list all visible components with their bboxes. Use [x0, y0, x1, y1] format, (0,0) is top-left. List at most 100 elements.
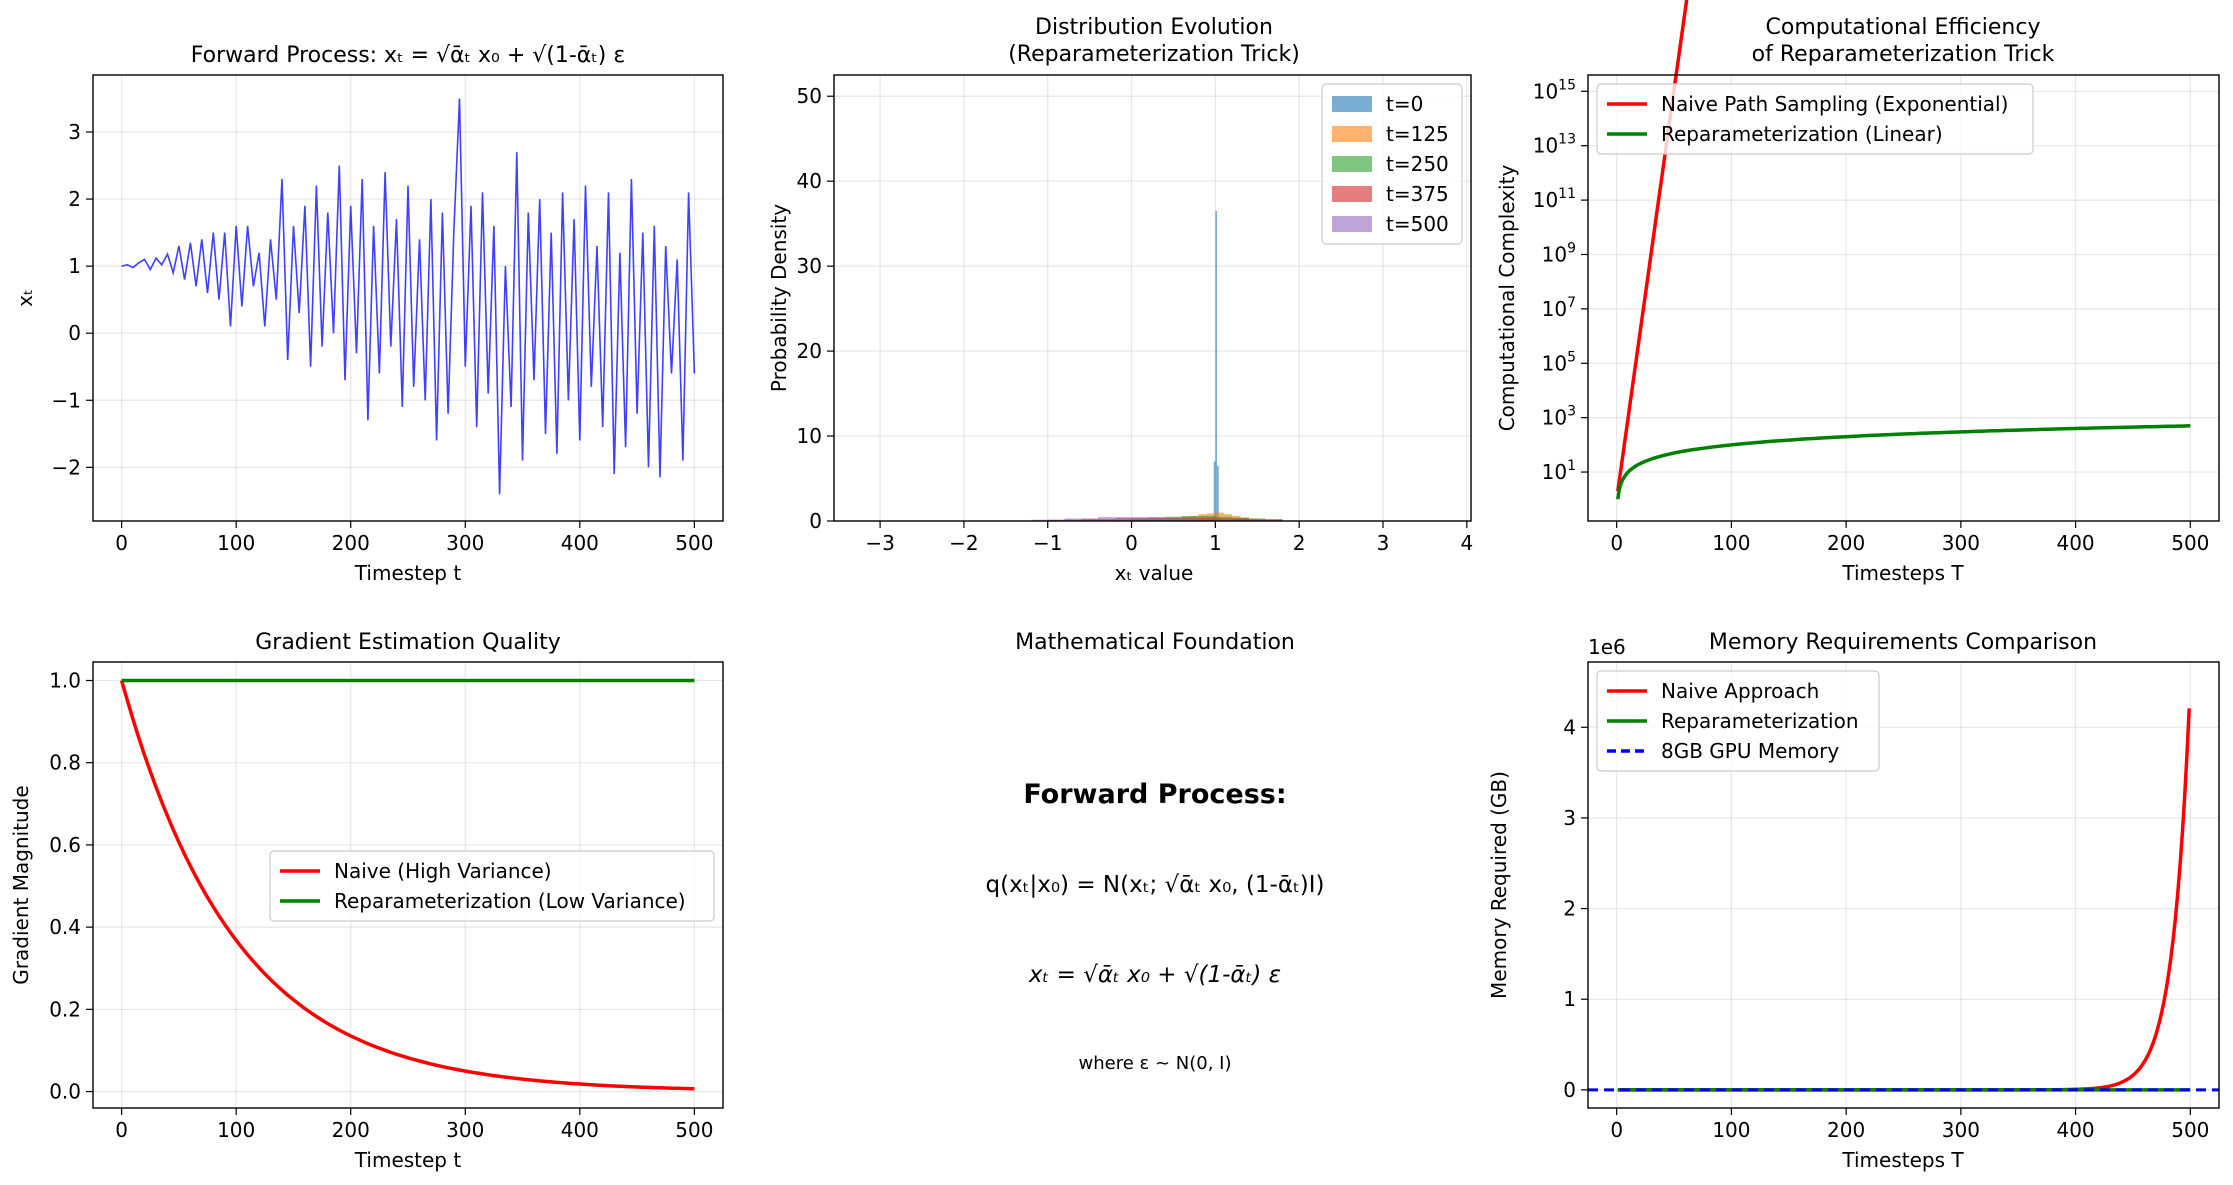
- histogram-bar: [1198, 519, 1233, 521]
- x-tick-label: 400: [2056, 531, 2094, 555]
- panel-title: Mathematical Foundation: [1015, 630, 1295, 655]
- x-tick-label: 200: [1827, 1118, 1865, 1142]
- x-tick-label: 0: [115, 531, 128, 555]
- chart-title: Distribution Evolution (Reparameterizatio…: [1008, 15, 1300, 67]
- y-tick-label: −1: [52, 388, 81, 412]
- legend-box: [1321, 83, 1463, 245]
- x-tick-label: 200: [332, 531, 370, 555]
- x-tick-label: 100: [217, 531, 255, 555]
- y-tick-label: 0: [1563, 1078, 1576, 1102]
- legend-label: t=250: [1386, 152, 1449, 176]
- legend-label: Naive (High Variance): [334, 859, 552, 883]
- data-marks: [1588, 708, 2219, 1092]
- x-tick-label: 500: [2171, 531, 2209, 555]
- y-tick-label: 1: [1563, 987, 1576, 1011]
- x-tick-label: 0: [115, 1118, 128, 1142]
- y-tick-label: 0.0: [49, 1080, 81, 1104]
- x-axis-label: Timestep t: [354, 561, 462, 585]
- x-tick-label: 400: [561, 531, 599, 555]
- legend-swatch: [1332, 156, 1372, 172]
- x-tick-label: 300: [446, 1118, 484, 1142]
- memory-requirements-chart: Memory Requirements Comparison 1e6 0 100 2…: [1487, 630, 2220, 1172]
- x-tick-label: 500: [2171, 1118, 2209, 1142]
- xt-series-line: [121, 98, 696, 495]
- x-tick-label: 500: [675, 531, 713, 555]
- y-tick-label: 0.2: [49, 997, 81, 1021]
- legend-label: Naive Approach: [1661, 679, 1819, 703]
- legend-swatch: [1332, 96, 1372, 112]
- legend: Naive (High Variance) Reparameterization …: [269, 850, 715, 922]
- legend-label: Naive Path Sampling (Exponential): [1661, 92, 2008, 116]
- plot-frame: [92, 661, 724, 1109]
- x-tick-label: 100: [1712, 531, 1750, 555]
- legend-label: Reparameterization: [1661, 709, 1859, 733]
- y-tick-label: 30: [797, 254, 822, 278]
- axis-ticks: 0 100 200 300 400 500 −2 −1 0 1 2 3: [52, 120, 714, 555]
- y-axis-label: Memory Required (GB): [1487, 771, 1511, 999]
- legend-label: Reparameterization (Low Variance): [334, 889, 686, 913]
- histogram-bar: [1064, 518, 1099, 521]
- chart-title: Memory Requirements Comparison: [1709, 630, 2097, 655]
- offset-label: 1e6: [1588, 635, 1626, 659]
- y-tick-label: 107: [1542, 295, 1576, 321]
- plot-frame: [1587, 661, 2220, 1109]
- y-tick-label: 0.8: [49, 751, 81, 775]
- histogram-bar: [1098, 517, 1132, 521]
- y-tick-exponent: 3: [1567, 404, 1576, 420]
- x-tick-label: 4: [1460, 531, 1473, 555]
- data-marks: [1616, 0, 2191, 500]
- y-axis-label: Gradient Magnitude: [9, 785, 33, 984]
- legend-box: [1596, 83, 2034, 155]
- legend-box: [269, 850, 715, 922]
- y-tick-label: 0.4: [49, 915, 81, 939]
- histogram-bar: [1213, 461, 1216, 521]
- legend-label: t=500: [1386, 212, 1449, 236]
- legend: t=0 t=125 t=250 t=375 t=500: [1321, 83, 1463, 245]
- x-tick-label: 200: [1827, 531, 1865, 555]
- y-tick-exponent: 5: [1567, 349, 1576, 365]
- chart-title: Gradient Estimation Quality: [255, 630, 561, 655]
- y-axis-label: xₜ: [13, 289, 37, 307]
- y-tick-label: 2: [68, 187, 81, 211]
- chart-title-line: (Reparameterization Trick): [1008, 42, 1300, 67]
- y-tick-label: 0: [68, 321, 81, 345]
- legend-box: [1596, 670, 1880, 772]
- x-tick-label: 400: [561, 1118, 599, 1142]
- histogram-bar: [1215, 210, 1218, 521]
- data-marks: [119, 678, 695, 1091]
- y-tick-label: 1011: [1533, 186, 1576, 212]
- y-tick-exponent: 7: [1567, 295, 1576, 311]
- chart-title-line: of Reparameterization Trick: [1752, 42, 2055, 67]
- x-tick-label: 0: [1610, 531, 1623, 555]
- x-tick-label: 300: [1942, 1118, 1980, 1142]
- y-tick-label: 1: [68, 254, 81, 278]
- x-tick-label: 3: [1377, 531, 1390, 555]
- chart-title-line: Computational Efficiency: [1766, 15, 2041, 40]
- y-axis-label: Probability Density: [767, 204, 791, 392]
- x-tick-label: 100: [1712, 1118, 1750, 1142]
- y-tick-label: 3: [1563, 806, 1576, 830]
- y-tick-label: 40: [797, 169, 822, 193]
- plot-frame: [833, 74, 1472, 522]
- data-marks: [121, 98, 696, 495]
- legend-swatch: [1332, 186, 1372, 202]
- x-tick-label: −3: [865, 531, 894, 555]
- legend: Naive Path Sampling (Exponential) Reparam…: [1596, 83, 2034, 155]
- y-tick-label: 10: [797, 424, 822, 448]
- chart-title: Forward Process: xₜ = √ᾱₜ x₀ + √(1-ᾱₜ) ε: [191, 43, 626, 68]
- axis-ticks: 0 100 200 300 400 500 0 1 2 3 4: [1563, 715, 2209, 1142]
- x-tick-label: 0: [1610, 1118, 1623, 1142]
- chart-title: Computational Efficiency of Reparameteriz…: [1752, 15, 2055, 67]
- x-axis-label: Timesteps T: [1841, 561, 1964, 585]
- x-tick-label: 1: [1209, 531, 1222, 555]
- x-tick-label: 300: [446, 531, 484, 555]
- naive-exponential-line: [1616, 0, 1689, 492]
- y-tick-exponent: 13: [1558, 132, 1576, 148]
- x-tick-label: 400: [2056, 1118, 2094, 1142]
- y-tick-label: 0.6: [49, 833, 81, 857]
- x-tick-label: 0: [1125, 531, 1138, 555]
- q-formula: q(xₜ|x₀) = N(xₜ; √ᾱₜ x₀, (1-ᾱₜ)I): [986, 872, 1325, 898]
- x-axis-label: Timesteps T: [1841, 1148, 1964, 1172]
- chart-title-line: Distribution Evolution: [1035, 15, 1273, 40]
- reparam-linear-line: [1616, 424, 2191, 500]
